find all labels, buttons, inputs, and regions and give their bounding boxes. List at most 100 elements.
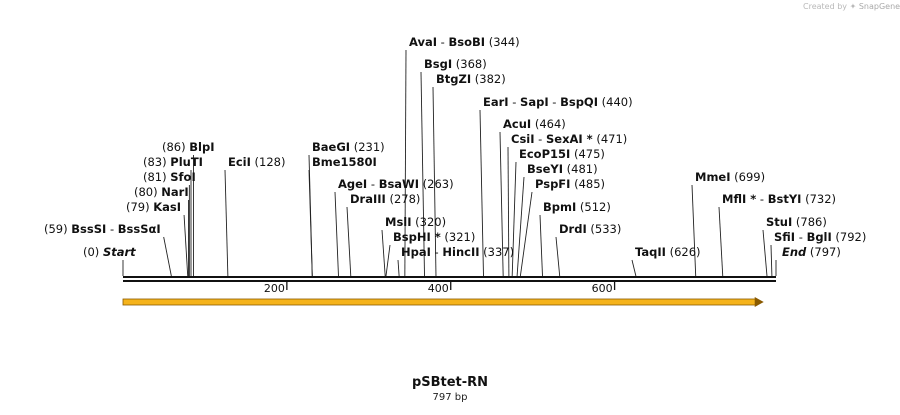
enzyme-name: BssSαI: [118, 222, 161, 236]
site-separator: -: [535, 132, 546, 146]
site-label-pspfi[interactable]: PspFI (485): [535, 177, 605, 191]
site-labels: (0) Start (59) BssSI - BssSαI (79) KasI(80…: [44, 35, 866, 259]
site-label-sfii[interactable]: SfiI - BglI (792): [774, 230, 866, 244]
site-position: (263): [419, 177, 454, 191]
enzyme-name: EcoP15I: [519, 147, 570, 161]
site-label-draiii[interactable]: DraIII (278): [350, 192, 420, 206]
sequence-length: 797 bp: [432, 392, 468, 403]
site-position: (80): [134, 185, 161, 199]
site-leader-line: [631, 259, 637, 277]
enzyme-name: BseYI: [527, 162, 563, 176]
site-position: (485): [570, 177, 605, 191]
site-label-bsssi[interactable]: (59) BssSI - BssSαI: [44, 222, 161, 236]
enzyme-name: AcuI: [503, 117, 531, 131]
site-position: (475): [570, 147, 605, 161]
site-label-msli[interactable]: MslI (320): [385, 215, 446, 229]
enzyme-name: AgeI: [338, 177, 367, 191]
site-leader-line: [224, 169, 229, 277]
site-position: (382): [471, 72, 506, 86]
site-position: (512): [576, 200, 611, 214]
site-label-btgzi[interactable]: BtgZI (382): [436, 72, 506, 86]
sequence-backbone[interactable]: [123, 276, 776, 282]
enzyme-name: SexAI *: [546, 132, 593, 146]
site-label-drdi[interactable]: DrdI (533): [559, 222, 621, 236]
site-label-sfoi[interactable]: (81) SfoI: [143, 170, 196, 184]
site-separator: -: [756, 192, 767, 206]
enzyme-name: SfoI: [170, 170, 195, 184]
site-label-kasi[interactable]: (79) KasI: [126, 200, 181, 214]
site-position: (792): [832, 230, 867, 244]
site-leader-lines: [122, 49, 777, 277]
site-label-taqii[interactable]: TaqII (626): [635, 245, 701, 259]
site-leader-line: [381, 229, 386, 277]
enzyme-name: HpaI: [401, 245, 431, 259]
site-position: (321): [441, 230, 476, 244]
site-leader-line: [346, 206, 352, 277]
site-position: (533): [587, 222, 622, 236]
site-label-ecii[interactable]: EciI (128): [228, 155, 286, 169]
site-label-stui[interactable]: StuI (786): [766, 215, 827, 229]
site-label-bsgi[interactable]: BsgI (368): [424, 57, 487, 71]
enzyme-name: BaeGI: [312, 140, 350, 154]
site-label-avai[interactable]: AvaI - BsoBI (344): [409, 35, 520, 49]
site-position: (699): [731, 170, 766, 184]
enzyme-name: PluTI: [170, 155, 203, 169]
created-by-watermark: Created by ✦ SnapGene: [803, 2, 900, 11]
enzyme-name: TaqII: [635, 245, 666, 259]
enzyme-name: BstYI: [768, 192, 802, 206]
site-label-blpi[interactable]: (86) BlpI: [162, 140, 214, 154]
enzyme-name: HincII: [442, 245, 479, 259]
site-leader-line: [555, 236, 561, 277]
enzyme-name: NarI: [161, 185, 188, 199]
site-leader-line: [432, 86, 437, 277]
site-position: (231): [350, 140, 385, 154]
site-label-bsphi[interactable]: BspHI * (321): [393, 230, 475, 244]
feature-arrow-body[interactable]: [122, 298, 757, 306]
site-leader-line: [507, 146, 510, 277]
site-leader-line: [404, 49, 407, 277]
site-label-baegi[interactable]: BaeGI (231): [312, 140, 385, 154]
site-label-ecop15i[interactable]: EcoP15I (475): [519, 147, 605, 161]
ruler-tick-label: 400: [428, 282, 449, 295]
enzyme-name: KasI: [153, 200, 181, 214]
site-leader-line: [308, 169, 313, 277]
site-separator: -: [549, 95, 560, 109]
site-position: (440): [598, 95, 633, 109]
site-label-nari[interactable]: (80) NarI: [134, 185, 189, 199]
enzyme-name: PspFI: [535, 177, 570, 191]
site-label-pluti[interactable]: (83) PluTI: [143, 155, 203, 169]
site-label-acui[interactable]: AcuI (464): [503, 117, 566, 131]
site-position: (626): [666, 245, 701, 259]
site-leader-line: [762, 229, 768, 277]
site-leader-line: [385, 244, 391, 277]
feature-arrow[interactable]: [122, 297, 764, 307]
site-position: (368): [452, 57, 487, 71]
site-label-mmei[interactable]: MmeI (699): [695, 170, 765, 184]
site-label-bme1580i[interactable]: Bme1580I: [312, 155, 377, 169]
site-label-end[interactable]: End (797): [782, 245, 841, 259]
site-leader-line: [397, 259, 400, 277]
enzyme-name: MslI: [385, 215, 412, 229]
site-label-mfli[interactable]: MflI * - BstYI (732): [722, 192, 836, 206]
site-separator: -: [795, 230, 806, 244]
site-label-bpmi[interactable]: BpmI (512): [543, 200, 611, 214]
enzyme-name: DraIII: [350, 192, 386, 206]
enzyme-name: CsiI: [511, 132, 535, 146]
site-label-start[interactable]: (0) Start: [83, 245, 136, 259]
site-leader-line: [691, 184, 697, 277]
site-position: (278): [386, 192, 421, 206]
site-label-bseyi[interactable]: BseYI (481): [527, 162, 598, 176]
site-position: (128): [251, 155, 286, 169]
site-label-agei[interactable]: AgeI - BsaWI (263): [338, 177, 454, 191]
feature-arrow-head[interactable]: [754, 297, 764, 307]
sequence-name: pSBtet-RN: [411, 375, 489, 390]
site-separator: -: [431, 245, 442, 259]
site-label-csii[interactable]: CsiI - SexAI * (471): [511, 132, 627, 146]
site-separator: -: [437, 35, 448, 49]
site-label-eari[interactable]: EarI - SapI - BspQI (440): [483, 95, 633, 109]
site-label-hpai[interactable]: HpaI - HincII (337): [401, 245, 514, 259]
site-separator: -: [509, 95, 520, 109]
site-leader-line: [516, 176, 525, 277]
